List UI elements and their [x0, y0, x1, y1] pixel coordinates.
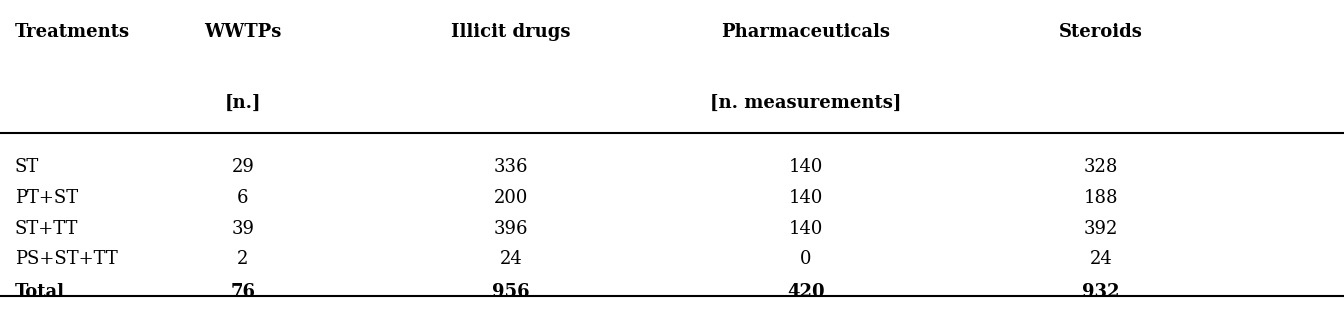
- Text: 6: 6: [237, 189, 249, 207]
- Text: Treatments: Treatments: [15, 23, 130, 41]
- Text: 29: 29: [231, 158, 254, 176]
- Text: 24: 24: [1090, 250, 1113, 268]
- Text: 140: 140: [789, 158, 824, 176]
- Text: ST: ST: [15, 158, 39, 176]
- Text: 200: 200: [493, 189, 528, 207]
- Text: 420: 420: [788, 283, 825, 301]
- Text: 2: 2: [237, 250, 249, 268]
- Text: 39: 39: [231, 220, 254, 238]
- Text: 24: 24: [500, 250, 523, 268]
- Text: Pharmaceuticals: Pharmaceuticals: [722, 23, 891, 41]
- Text: 396: 396: [493, 220, 528, 238]
- Text: PS+ST+TT: PS+ST+TT: [15, 250, 117, 268]
- Text: Steroids: Steroids: [1059, 23, 1144, 41]
- Text: ST+TT: ST+TT: [15, 220, 78, 238]
- Text: WWTPs: WWTPs: [204, 23, 281, 41]
- Text: [n. measurements]: [n. measurements]: [711, 94, 902, 112]
- Text: 140: 140: [789, 189, 824, 207]
- Text: 188: 188: [1085, 189, 1118, 207]
- Text: 392: 392: [1085, 220, 1118, 238]
- Text: 328: 328: [1085, 158, 1118, 176]
- Text: PT+ST: PT+ST: [15, 189, 78, 207]
- Text: Total: Total: [15, 283, 65, 301]
- Text: 336: 336: [493, 158, 528, 176]
- Text: 140: 140: [789, 220, 824, 238]
- Text: Illicit drugs: Illicit drugs: [452, 23, 571, 41]
- Text: 0: 0: [801, 250, 812, 268]
- Text: 932: 932: [1082, 283, 1120, 301]
- Text: [n.]: [n.]: [224, 94, 261, 112]
- Text: 76: 76: [230, 283, 255, 301]
- Text: 956: 956: [492, 283, 530, 301]
